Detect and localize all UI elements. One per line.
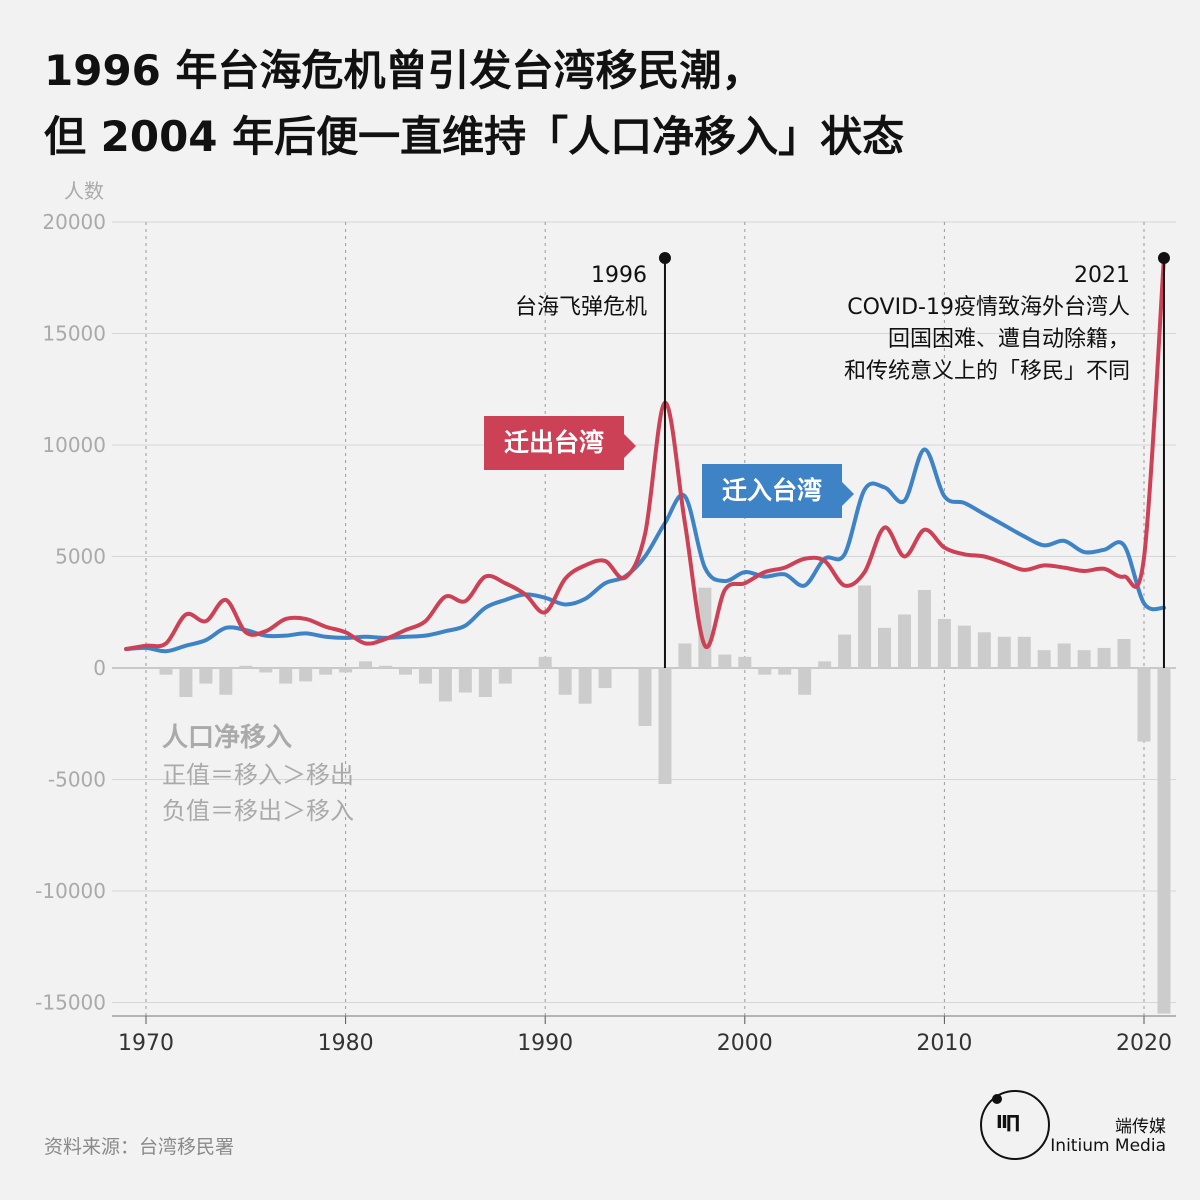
logo-dot-icon: [992, 1094, 1002, 1104]
brand-name-cn: 端传媒: [1115, 1117, 1166, 1137]
net-bar: [658, 668, 672, 784]
x-tick-label: 2000: [717, 1031, 773, 1056]
net-bar: [718, 654, 732, 668]
y-tick-label: -10000: [35, 879, 106, 903]
net-bar: [199, 668, 213, 684]
y-axis-label: 人数: [64, 179, 104, 203]
y-tick-label: 0: [93, 656, 106, 680]
annotation-text: 回国困难、遭自动除籍，: [888, 327, 1130, 352]
x-tick-label: 1970: [118, 1031, 174, 1056]
x-axis-ticks: 1970 1980 1990 2000 2010 2020: [112, 1015, 1176, 1056]
immigration-line: [124, 447, 1166, 654]
net-bar: [219, 668, 233, 695]
annotation-dot: [658, 252, 671, 264]
net-bar: [1057, 643, 1071, 668]
title-line-1: 1996 年台海危机曾引发台湾移民潮，: [44, 46, 764, 95]
net-bar: [937, 618, 951, 668]
net-migration-note: 人口净移入 正值＝移入＞移出 负值＝移出＞移入: [162, 723, 354, 825]
logo-glyph-icon: Ⅱ∏: [996, 1112, 1020, 1133]
net-bar: [418, 668, 432, 684]
net-bar: [319, 668, 333, 675]
legend-immigration-box: [702, 464, 854, 518]
net-bar: [1077, 650, 1091, 668]
net-bar: [438, 668, 452, 702]
y-tick-label: 20000: [42, 210, 106, 234]
x-tick-label: 1990: [517, 1031, 573, 1056]
annotation-text: 1996: [591, 263, 647, 288]
net-bar: [1037, 650, 1051, 668]
y-axis-ticks: 20000 15000 10000 5000 0 -5000 -10000 -15000: [35, 210, 106, 1015]
chart-title: 1996 年台海危机曾引发台湾移民潮， 但 2004 年后便一直维持「人口净移入…: [44, 38, 1174, 170]
net-bar: [598, 668, 612, 689]
net-note-line1: 正值＝移入＞移出: [162, 761, 354, 789]
net-bar: [239, 665, 253, 668]
net-bar: [538, 656, 552, 668]
net-bar: [818, 661, 832, 668]
y-tick-label: 10000: [42, 433, 106, 457]
net-bar: [578, 668, 592, 704]
net-bar: [738, 656, 752, 668]
net-bar: [997, 636, 1011, 668]
brand-name-en: Initium Media: [1050, 1136, 1166, 1156]
net-bar: [957, 625, 971, 668]
x-tick-label: 2020: [1116, 1031, 1172, 1056]
net-bar: [1097, 647, 1111, 668]
source-note: 资料来源：台湾移民署: [44, 1136, 235, 1158]
net-bar: [359, 661, 373, 668]
annotation-text: 2021: [1074, 263, 1130, 288]
y-tick-label: -5000: [48, 768, 106, 792]
title-line-2: 但 2004 年后便一直维持「人口净移入」状态: [44, 112, 905, 161]
legend-immigration-label: 迁入台湾: [722, 476, 822, 505]
net-note-line2: 负值＝移出＞移入: [162, 797, 354, 825]
x-tick-label: 1980: [318, 1031, 374, 1056]
net-bar: [858, 585, 872, 668]
net-bar: [398, 668, 412, 675]
net-bar: [379, 665, 393, 668]
net-bar: [1137, 668, 1151, 742]
net-bar: [558, 668, 572, 695]
net-bar: [917, 589, 931, 668]
net-bar: [159, 668, 173, 675]
net-bar: [299, 668, 313, 682]
net-bar: [458, 668, 472, 693]
annotation-text: 和传统意义上的「移民」不同: [844, 359, 1130, 384]
legend-emigration-label: 迁出台湾: [504, 428, 604, 457]
annotation-dot: [1157, 252, 1170, 264]
logo-circle-icon: Ⅱ∏: [980, 1090, 1050, 1160]
net-bar: [838, 634, 852, 668]
legend-emigration: 迁出台湾: [484, 416, 636, 470]
brand-logo: Ⅱ∏ 端传媒 Initium Media: [976, 1086, 1176, 1176]
net-bar: [259, 668, 273, 673]
net-bar: [977, 632, 991, 668]
net-bar: [1017, 636, 1031, 668]
net-bar: [478, 668, 492, 697]
net-bar: [1117, 639, 1131, 668]
annotation-text: 台海飞弹危机: [515, 295, 647, 320]
net-bar: [498, 668, 512, 684]
net-bar: [758, 668, 772, 675]
net-migration-bars: [159, 585, 1171, 1014]
net-bar: [638, 668, 652, 726]
legend-immigration: 迁入台湾: [702, 464, 854, 518]
legend-emigration-box: [484, 416, 636, 470]
net-bar: [339, 668, 353, 673]
annotations: 1996 台海飞弹危机 2021 COVID-19疫情致海外台湾人回国困难、遭自动除籍…: [515, 252, 1170, 668]
net-bar: [798, 668, 812, 695]
y-tick-label: 5000: [55, 545, 106, 569]
net-bar: [878, 627, 892, 668]
net-bar: [678, 643, 692, 668]
x-tick-label: 2010: [916, 1031, 972, 1056]
net-bar: [179, 668, 193, 697]
annotation-text: COVID-19疫情致海外台湾人: [847, 295, 1130, 320]
y-tick-label: -15000: [35, 991, 106, 1015]
net-bar: [279, 668, 293, 684]
net-bar: [1157, 668, 1171, 1014]
net-note-title: 人口净移入: [162, 723, 292, 753]
y-tick-label: 15000: [42, 322, 106, 346]
net-bar: [897, 614, 911, 668]
net-bar: [778, 668, 792, 675]
